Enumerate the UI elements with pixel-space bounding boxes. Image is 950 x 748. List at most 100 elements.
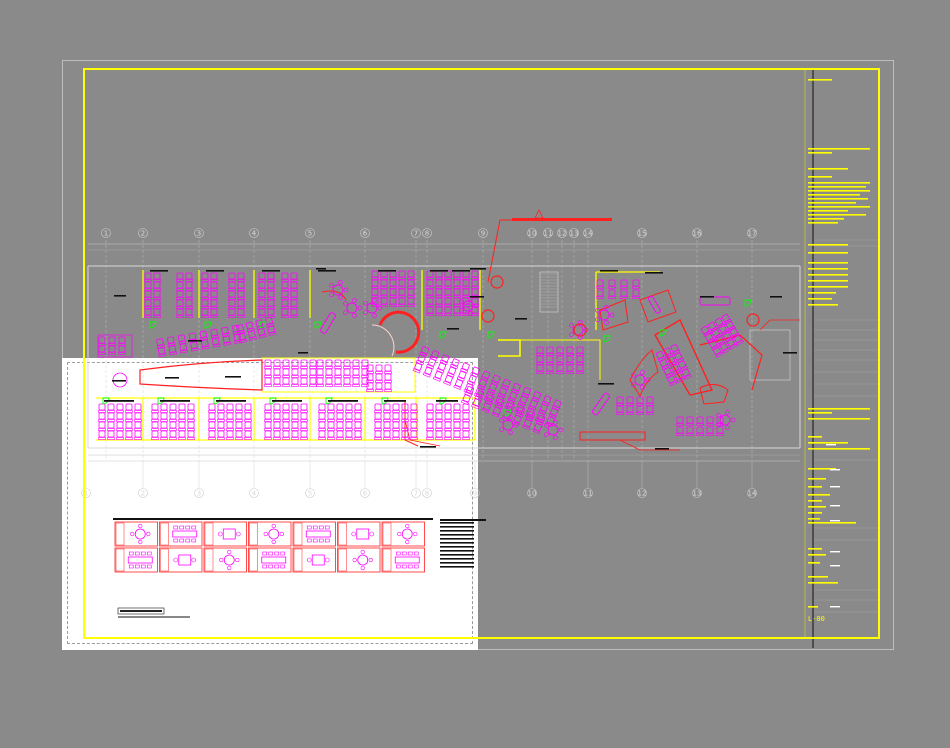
chair [486,394,495,403]
desk [429,355,438,361]
legend-symbol [397,531,402,537]
chair [264,430,272,438]
grid-axis-label: 10 [528,230,537,238]
annotation-note [298,352,308,354]
desk [706,423,714,426]
chair [441,354,450,363]
room-tag [600,270,618,272]
desk-cluster [700,313,744,358]
desk [281,288,289,291]
chair [426,306,434,314]
desk [300,366,308,369]
chair [309,377,317,385]
chair [543,395,552,404]
chair [455,379,464,388]
desk-cluster [228,272,245,318]
chair [434,370,443,379]
chair [226,403,234,411]
desk [228,306,236,309]
grid-axis-label: 4 [252,230,257,238]
desk [208,428,216,431]
desk-cluster [98,336,126,355]
annotation-note [225,376,241,378]
chair [636,405,644,413]
desk [717,322,726,329]
chair [366,364,374,372]
desk [273,375,281,378]
grid-bubble [305,228,315,238]
desk [480,376,489,382]
desk [389,277,397,280]
legend-note [440,526,474,528]
desk [226,419,234,422]
chair [453,306,461,314]
desk [244,437,252,440]
desk [153,306,161,309]
annotation-note [470,268,486,270]
detail-callout [490,275,504,289]
desk [98,437,106,440]
legend-symbol [223,554,235,566]
chair [244,403,252,411]
desk [525,416,534,422]
desk [462,437,470,440]
chair [576,346,584,354]
desk [686,433,694,436]
grid-bubble [478,228,488,238]
chair [291,430,299,438]
legend-symbol [191,538,197,543]
grid-axis-label: 13 [570,230,579,238]
legend-symbol [405,539,410,545]
desk-cluster [536,346,584,374]
desk-cluster [264,359,317,387]
desk [273,410,281,413]
desk [436,368,445,374]
desk [151,410,159,413]
chair [407,270,415,278]
desk [538,409,547,415]
chair [144,272,152,280]
chair [352,377,360,385]
chair [526,408,535,417]
furniture-layer [97,270,744,440]
chair [540,403,549,412]
chair [273,430,281,438]
desk [477,384,486,390]
chair [151,412,159,420]
chair [363,310,368,316]
desk [290,306,298,309]
grid-axis-label: 9 [473,490,477,498]
printable-area-dashed [67,362,473,644]
title-block-text [808,182,870,184]
desk [237,306,245,309]
chair [244,412,252,420]
chair [374,412,382,420]
chair [228,281,236,289]
chair [566,355,574,363]
grid-bubble [583,488,593,498]
annotation-note [655,448,669,450]
chair [160,412,168,420]
desk [608,296,616,299]
legend-cell-label [249,548,258,572]
round-table [332,284,344,296]
legend-symbol [134,551,140,556]
desk [389,295,397,298]
desk [541,400,550,407]
desk [244,410,252,413]
title-block-text [808,190,870,192]
grid-bubble [692,228,702,238]
desk [281,279,289,282]
chair [265,316,273,325]
desk [444,419,452,422]
door-swing [487,331,495,339]
legend-header [113,518,433,520]
annotation-note [447,328,459,330]
chair [134,403,142,411]
desk [426,364,435,370]
desk [371,286,379,289]
desk [398,286,406,289]
chair [178,412,186,420]
